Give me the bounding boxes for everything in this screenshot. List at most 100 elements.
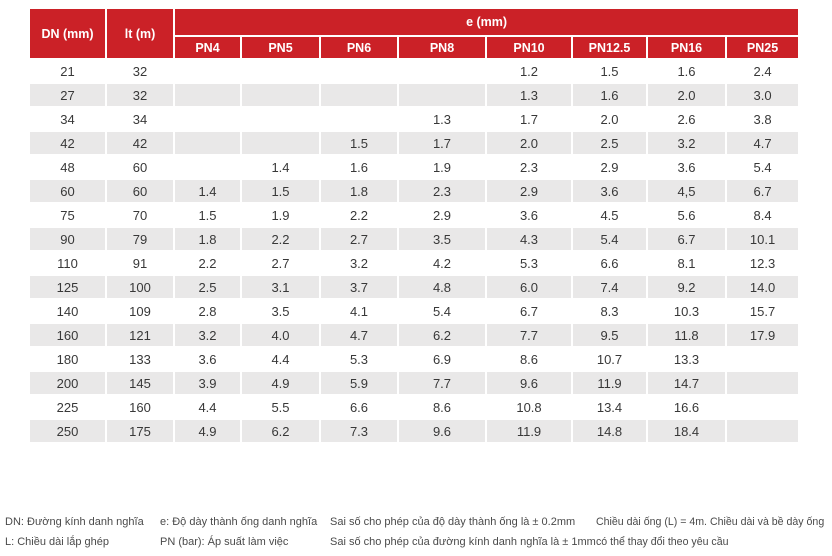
cell-pn25 <box>724 346 801 372</box>
col-header-pn5: PN5 <box>240 35 321 60</box>
table-row: 180 133 3.6 4.4 5.3 6.9 8.6 10.7 13.3 <box>28 346 801 372</box>
cell-pn16: 5.6 <box>646 202 727 228</box>
cell-dn: 160 <box>28 322 107 348</box>
cell-dn: 110 <box>28 250 107 276</box>
footnote-line: DN: Đường kính danh nghĩa <box>5 516 144 528</box>
cell-pn10: 2.0 <box>485 130 573 156</box>
cell-pn4: 2.2 <box>173 250 242 276</box>
cell-pn10: 2.9 <box>485 178 573 204</box>
cell-dn: 75 <box>28 202 107 228</box>
cell-dn: 34 <box>28 106 107 132</box>
cell-pn8: 1.3 <box>397 106 487 132</box>
cell-dn: 180 <box>28 346 107 372</box>
footnote-line: Sai số cho phép của đường kính danh nghĩ… <box>330 536 596 548</box>
footnote-tolerances: Sai số cho phép của độ dày thành ống là … <box>330 512 596 552</box>
cell-lt: 79 <box>105 226 175 252</box>
cell-pn12.5: 10.7 <box>571 346 648 372</box>
cell-pn16: 9.2 <box>646 274 727 300</box>
table-row: 48 60 1.4 1.6 1.9 2.3 2.9 3.6 5.4 <box>28 154 801 180</box>
cell-pn16: 4,5 <box>646 178 727 204</box>
cell-dn: 90 <box>28 226 107 252</box>
cell-pn12.5: 13.4 <box>571 394 648 420</box>
footnote-line: L: Chiều dài lắp ghép <box>5 536 109 548</box>
cell-pn8: 5.4 <box>397 298 487 324</box>
cell-pn12.5: 2.5 <box>571 130 648 156</box>
cell-pn12.5: 3.6 <box>571 178 648 204</box>
col-header-dn: DN (mm) <box>28 7 107 60</box>
cell-pn6: 1.8 <box>319 178 399 204</box>
cell-pn8 <box>397 82 487 108</box>
cell-pn10: 1.3 <box>485 82 573 108</box>
col-header-e-group: e (mm) <box>172 7 801 37</box>
table-row: 200 145 3.9 4.9 5.9 7.7 9.6 11.9 14.7 <box>28 370 801 396</box>
cell-dn: 48 <box>28 154 107 180</box>
cell-dn: 125 <box>28 274 107 300</box>
footnote-definitions: e: Độ dày thành ống danh nghĩa PN (bar):… <box>160 512 317 552</box>
col-header-pn10: PN10 <box>485 35 573 60</box>
cell-pn6: 1.6 <box>319 154 399 180</box>
cell-pn10: 5.3 <box>485 250 573 276</box>
cell-pn6: 7.3 <box>319 418 399 444</box>
cell-pn5 <box>240 130 321 156</box>
cell-pn4: 2.5 <box>173 274 242 300</box>
cell-pn25: 4.7 <box>724 130 801 156</box>
cell-pn6: 6.6 <box>319 394 399 420</box>
footnote-line: PN (bar): Áp suất làm việc <box>160 536 289 548</box>
pipe-spec-table: DN (mm) lt (m) e (mm) PN4 PN5 PN6 PN8 PN… <box>28 7 801 444</box>
table-body: 21 32 1.2 1.5 1.6 2.4 27 32 1.3 1.6 2.0 3.0 34 34 1.3 1… <box>28 58 801 444</box>
footnote-abbreviations: DN: Đường kính danh nghĩa L: Chiều dài l… <box>5 512 144 552</box>
cell-pn4 <box>173 130 242 156</box>
cell-lt: 91 <box>105 250 175 276</box>
cell-pn5: 6.2 <box>240 418 321 444</box>
table-row: 90 79 1.8 2.2 2.7 3.5 4.3 5.4 6.7 10.1 <box>28 226 801 252</box>
footnote-line: có thể thay đổi theo yêu cầu <box>596 536 729 548</box>
cell-dn: 21 <box>28 58 107 84</box>
header-row-1: DN (mm) lt (m) e (mm) <box>28 7 801 60</box>
cell-pn10: 11.9 <box>485 418 573 444</box>
table-row: 125 100 2.5 3.1 3.7 4.8 6.0 7.4 9.2 14.0 <box>28 274 801 300</box>
cell-pn5: 4.4 <box>240 346 321 372</box>
cell-pn10: 7.7 <box>485 322 573 348</box>
cell-pn4: 1.4 <box>173 178 242 204</box>
cell-pn25 <box>724 370 801 396</box>
cell-pn16: 2.0 <box>646 82 727 108</box>
cell-pn12.5: 2.0 <box>571 106 648 132</box>
cell-pn8: 6.9 <box>397 346 487 372</box>
cell-pn6: 3.2 <box>319 250 399 276</box>
cell-lt: 60 <box>105 178 175 204</box>
cell-pn12.5: 11.9 <box>571 370 648 396</box>
cell-lt: 34 <box>105 106 175 132</box>
table-row: 60 60 1.4 1.5 1.8 2.3 2.9 3.6 4,5 6.7 <box>28 178 801 204</box>
cell-pn5 <box>240 58 321 84</box>
col-header-pn25: PN25 <box>724 35 801 60</box>
cell-pn6: 5.9 <box>319 370 399 396</box>
table-row: 27 32 1.3 1.6 2.0 3.0 <box>28 82 801 108</box>
cell-pn6: 2.2 <box>319 202 399 228</box>
table-row: 225 160 4.4 5.5 6.6 8.6 10.8 13.4 16.6 <box>28 394 801 420</box>
cell-pn5: 2.2 <box>240 226 321 252</box>
cell-pn8: 4.2 <box>397 250 487 276</box>
cell-pn4 <box>173 106 242 132</box>
cell-pn5 <box>240 106 321 132</box>
cell-pn5: 5.5 <box>240 394 321 420</box>
cell-pn25 <box>724 418 801 444</box>
cell-pn8: 8.6 <box>397 394 487 420</box>
cell-lt: 160 <box>105 394 175 420</box>
cell-pn16: 14.7 <box>646 370 727 396</box>
cell-lt: 175 <box>105 418 175 444</box>
cell-pn10: 1.2 <box>485 58 573 84</box>
col-header-pn16: PN16 <box>646 35 727 60</box>
cell-pn10: 6.0 <box>485 274 573 300</box>
cell-pn25: 10.1 <box>724 226 801 252</box>
cell-lt: 60 <box>105 154 175 180</box>
cell-pn4 <box>173 154 242 180</box>
col-header-lt: lt (m) <box>105 7 175 60</box>
cell-pn4 <box>173 58 242 84</box>
cell-pn5: 1.4 <box>240 154 321 180</box>
cell-pn8: 6.2 <box>397 322 487 348</box>
cell-pn12.5: 1.6 <box>571 82 648 108</box>
cell-pn12.5: 2.9 <box>571 154 648 180</box>
cell-pn12.5: 9.5 <box>571 322 648 348</box>
cell-pn8: 9.6 <box>397 418 487 444</box>
